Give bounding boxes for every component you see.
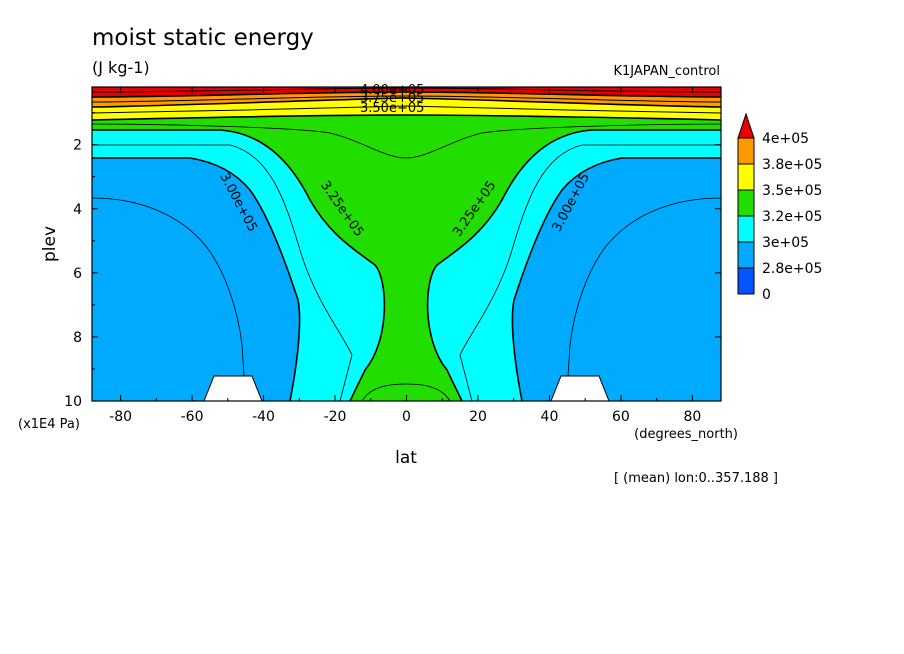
colorbar-legend: 4e+05 3.8e+05 3.5e+05 3.2e+05 3e+05 2.8e+05 0 (737, 112, 822, 303)
contour-surface-loop (361, 383, 451, 401)
contour-3-25e5-right (426, 129, 721, 401)
chart-units: (J kg-1) (92, 58, 150, 77)
run-label: K1JAPAN_control (614, 64, 720, 79)
contour-3-00e5-right (511, 157, 721, 401)
contour-label: 3.50e+05 (360, 101, 424, 116)
x-axis: -80 -60 -40 -20 0 20 40 60 80 (109, 87, 701, 425)
y-axis-units: (x1E4 Pa) (18, 417, 80, 432)
y-tick-label: 6 (73, 266, 82, 282)
y-axis-label: plev (40, 226, 60, 262)
y-tick-label: 8 (73, 330, 82, 346)
legend-swatch (737, 267, 755, 295)
contour-3-25e5-left (92, 129, 386, 401)
chart-title: moist static energy (92, 25, 314, 51)
x-tick-label: 60 (612, 409, 630, 425)
below-ground-right (551, 376, 609, 401)
x-tick-label: -40 (252, 409, 275, 425)
plot-fill-group (92, 87, 721, 401)
legend-label: 2.8e+05 (762, 261, 822, 277)
legend-label: 0 (762, 287, 771, 303)
legend-label: 3.2e+05 (762, 209, 822, 225)
x-tick-label: -20 (324, 409, 347, 425)
below-ground-left (204, 376, 262, 401)
legend-swatch (737, 163, 755, 191)
x-tick-label: -80 (109, 409, 132, 425)
contour-3-12e5-right (459, 144, 721, 401)
below-ground-left-outline (203, 375, 263, 401)
legend-swatch (737, 137, 755, 165)
band-2-8e5-3e5-right (512, 158, 721, 401)
below-ground-right-outline (550, 375, 610, 401)
legend-triangle-top (737, 112, 755, 139)
contour-3-00e5-left (92, 157, 301, 401)
contour-mid-3-37e5 (92, 123, 721, 159)
contour-label: 3.75e+05 (360, 91, 424, 106)
legend-label: 3.5e+05 (762, 183, 822, 199)
contour-3-50e5 (92, 114, 721, 121)
x-tick-label: 0 (402, 409, 411, 425)
legend-label: 3e+05 (762, 235, 809, 251)
y-tick-label: 2 (73, 138, 82, 154)
x-tick-label: -60 (181, 409, 204, 425)
legend-label: 4e+05 (762, 131, 809, 147)
legend-label: 3.8e+05 (762, 157, 822, 173)
contour-upper-5 (92, 105, 721, 114)
contour-2-87e5-right (567, 197, 721, 377)
contour-2-87e5-left (92, 197, 245, 377)
x-tick-label: 80 (683, 409, 701, 425)
x-axis-units: (degrees_north) (634, 427, 738, 442)
legend-swatch (737, 215, 755, 243)
y-tick-label: 4 (73, 202, 82, 218)
contour-upper-3 (92, 95, 721, 103)
x-tick-label: 20 (469, 409, 487, 425)
contour-3-12e5-left (92, 144, 353, 401)
y-axis: 2 4 6 8 10 (64, 112, 721, 410)
footnote: [ (mean) lon:0..357.188 ] (614, 471, 778, 486)
y-tick-label: 10 (64, 394, 82, 410)
legend-swatch (737, 189, 755, 217)
band-2-8e5-3e5-left (92, 158, 300, 401)
contour-upper-4 (92, 97, 721, 108)
x-tick-label: 40 (541, 409, 559, 425)
x-axis-label: lat (395, 448, 417, 468)
legend-swatch (737, 241, 755, 269)
